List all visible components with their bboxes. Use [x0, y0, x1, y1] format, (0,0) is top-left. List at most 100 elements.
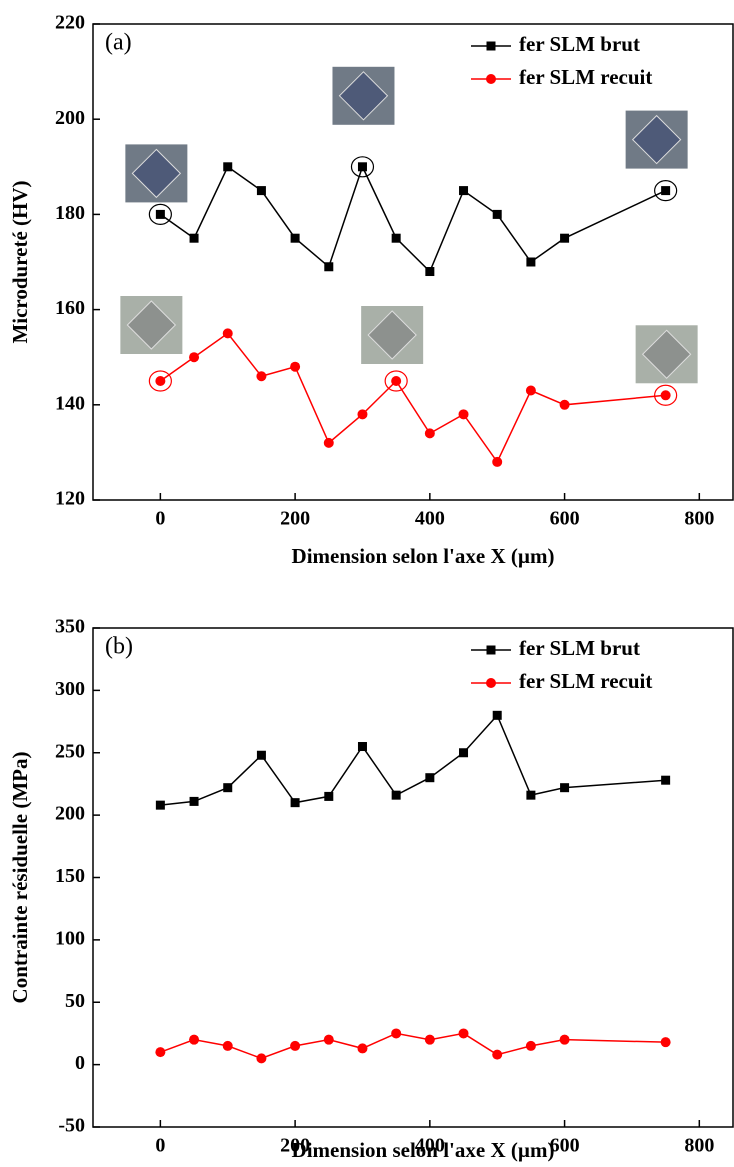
series-line	[159, 164, 666, 273]
legend-label: fer SLM recuit	[519, 65, 652, 89]
marker	[357, 1043, 368, 1054]
series-line	[159, 332, 666, 464]
highlight-ring	[350, 156, 375, 178]
marker	[256, 371, 267, 382]
indent-diamond	[126, 300, 177, 350]
marker	[560, 783, 570, 793]
marker	[492, 209, 502, 219]
marker	[660, 390, 671, 401]
marker	[660, 1037, 671, 1048]
marker	[492, 1049, 503, 1060]
marker	[559, 1034, 570, 1045]
legend-label: fer SLM brut	[519, 32, 640, 56]
marker	[155, 800, 165, 810]
marker	[290, 1040, 301, 1051]
chart: 0 200 400 600 800 -50 0 50 100 150 200 250 300 350 Dim…	[8, 616, 734, 1162]
x-tick-label: 200	[280, 1135, 310, 1157]
x-tick-label: 400	[415, 508, 445, 530]
marker	[661, 775, 671, 785]
indent-diamond	[131, 148, 182, 199]
y-tick-label: 250	[55, 740, 85, 762]
y-tick-label: 300	[55, 678, 85, 700]
y-tick-label: 180	[55, 202, 85, 224]
series-line	[160, 1032, 666, 1060]
marker	[323, 1034, 334, 1045]
y-tick-label: 50	[65, 990, 85, 1012]
x-tick-label: 200	[280, 508, 310, 530]
legend-marker	[486, 645, 496, 655]
indent-diamond	[367, 310, 417, 360]
y-tick-label: 150	[55, 865, 85, 887]
y-tick-label: -50	[58, 1115, 85, 1137]
y-tick-label: 350	[55, 616, 85, 638]
marker	[458, 1028, 469, 1039]
marker	[290, 361, 301, 372]
marker	[290, 798, 300, 808]
marker	[256, 186, 266, 196]
marker	[357, 742, 367, 752]
highlight-ring	[654, 384, 678, 406]
marker	[290, 233, 300, 243]
marker	[189, 233, 199, 243]
marker	[222, 328, 233, 339]
marker	[459, 748, 469, 758]
marker	[155, 209, 165, 219]
y-tick-label: 140	[55, 392, 85, 414]
marker	[391, 790, 401, 800]
x-tick-label: 400	[415, 1135, 445, 1157]
indent-diamond	[631, 114, 682, 165]
legend-marker	[486, 41, 496, 51]
marker	[391, 233, 401, 243]
x-tick-label: 0	[155, 1135, 165, 1157]
marker	[223, 783, 233, 793]
marker	[492, 456, 503, 467]
marker	[256, 1053, 267, 1064]
marker	[526, 257, 536, 267]
series-line	[160, 713, 666, 806]
y-axis-title: Microdureté (HV)	[8, 180, 32, 343]
marker	[424, 428, 435, 439]
marker	[256, 750, 266, 760]
legend-label: fer SLM brut	[519, 636, 640, 660]
highlight-ring	[384, 370, 408, 392]
marker	[459, 186, 469, 196]
marker	[391, 1028, 402, 1039]
marker	[323, 437, 334, 448]
marker	[424, 1034, 435, 1045]
y-tick-label: 200	[55, 803, 85, 825]
marker	[189, 1034, 200, 1045]
x-tick-label: 600	[550, 508, 580, 530]
legend-label: fer SLM recuit	[519, 669, 652, 693]
marker	[492, 710, 502, 720]
chart: 0 200 400 600 800 120 140 160 180 200 220 Dimension…	[8, 12, 734, 568]
plot-frame	[92, 23, 734, 501]
y-tick-label: 220	[55, 12, 85, 34]
marker	[425, 773, 435, 783]
marker	[525, 385, 536, 396]
marker	[324, 262, 334, 272]
marker	[189, 796, 199, 806]
indent-diamond	[641, 329, 692, 379]
x-tick-label: 0	[155, 508, 165, 530]
marker	[324, 791, 334, 801]
marker	[222, 1040, 233, 1051]
y-tick-label: 100	[55, 927, 85, 949]
x-tick-label: 600	[550, 1135, 580, 1157]
marker	[425, 267, 435, 277]
marker	[223, 162, 233, 172]
plot-frame	[92, 627, 734, 1128]
legend-marker	[486, 74, 496, 84]
indent-diamond	[338, 71, 389, 121]
marker	[357, 162, 367, 172]
y-tick-label: 200	[55, 107, 85, 129]
marker	[526, 790, 536, 800]
highlight-ring	[148, 203, 172, 225]
x-tick-label: 800	[684, 1135, 714, 1157]
highlight-ring	[148, 370, 172, 392]
marker	[661, 186, 671, 196]
marker	[155, 376, 166, 386]
legend-marker	[486, 678, 496, 688]
marker	[525, 1040, 536, 1051]
panel-label: (a)	[105, 30, 132, 56]
